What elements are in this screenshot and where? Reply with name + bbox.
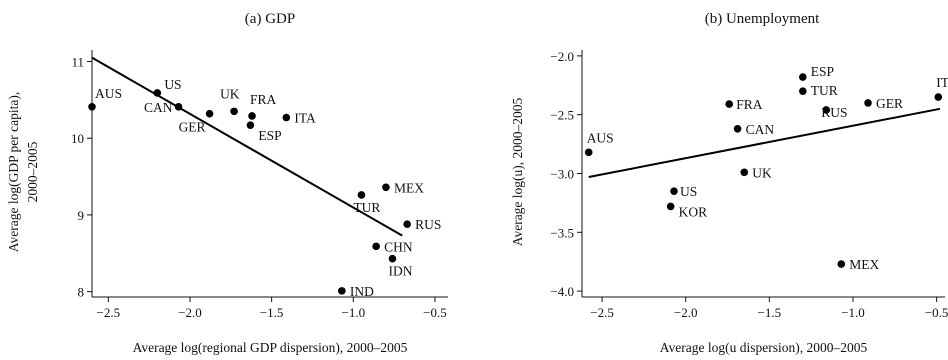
point-label-rus: RUS — [821, 105, 847, 120]
data-point-fra — [725, 100, 734, 108]
point-label-chn: CHN — [384, 239, 413, 254]
data-point-mex — [382, 183, 390, 192]
data-point-us — [670, 187, 678, 195]
y-tick-label: −2.0 — [550, 49, 574, 64]
point-label-tur: TUR — [811, 83, 838, 98]
point-label-us: US — [680, 184, 697, 199]
data-point-esp — [246, 121, 255, 129]
data-point-tur — [357, 191, 366, 199]
y-tick-label: 8 — [78, 285, 85, 300]
x-tick-label: −2.5 — [97, 305, 121, 320]
point-label-idn: IDN — [388, 264, 412, 279]
panel-gdp: (a) GDP −2.5 −2.0 −1.5 −1.0 −0.5 8 9 10 11 Average… — [6, 11, 448, 355]
point-label-ger: GER — [179, 120, 206, 135]
y-tick-label: 11 — [71, 55, 84, 70]
data-point-rus — [822, 106, 831, 114]
point-label-fra: FRA — [250, 92, 277, 107]
point-label-can: CAN — [144, 100, 173, 115]
point-label-mex: MEX — [394, 180, 424, 195]
x-tick-label: −1.0 — [341, 305, 365, 320]
data-point-ind — [338, 287, 346, 295]
data-point-uk — [740, 168, 749, 177]
chart-title: (b) Unemployment — [705, 11, 820, 27]
data-point-mex — [837, 260, 846, 268]
x-tick-label: −2.5 — [590, 305, 614, 320]
data-point-ger — [864, 99, 872, 107]
data-point-ita — [282, 113, 291, 122]
point-label-mex: MEX — [849, 257, 879, 272]
point-label-esp: ESP — [258, 128, 281, 143]
y-tick-label: 9 — [78, 208, 85, 223]
point-label-ind: IND — [350, 284, 374, 299]
data-point-ita — [934, 93, 943, 101]
point-label-can: CAN — [746, 122, 775, 137]
data-point-esp — [799, 73, 807, 81]
x-axis-label: Average log(regional GDP dispersion), 20… — [133, 340, 408, 355]
point-label-kor: KOR — [679, 204, 708, 219]
point-label-ger: GER — [876, 96, 903, 111]
point-label-aus: AUS — [587, 130, 614, 145]
y-axis-label: Average log(GDP per capita), — [6, 92, 21, 252]
y-tick-label: −3.0 — [550, 167, 574, 182]
chart-title: (a) GDP — [245, 11, 295, 27]
point-label-tur: TUR — [353, 200, 380, 215]
y-axis-label: Average log(u), 2000–2005 — [510, 97, 525, 246]
point-label-aus: AUS — [95, 86, 122, 101]
x-tick-label: −0.5 — [423, 305, 447, 320]
point-label-rus: RUS — [415, 217, 441, 232]
data-point-chn — [372, 242, 380, 251]
point-label-uk: UK — [220, 86, 240, 101]
data-point-can — [733, 125, 742, 133]
x-tick-label: −1.5 — [260, 305, 284, 320]
regression-line — [91, 56, 403, 237]
point-label-uk: UK — [752, 165, 772, 180]
y-tick-label: −4.0 — [550, 284, 574, 299]
point-label-ita: ITA — [294, 111, 316, 126]
data-point-can — [174, 102, 183, 111]
point-label-us: US — [164, 77, 181, 92]
data-point-fra — [248, 112, 256, 120]
data-point-ger — [205, 109, 214, 118]
x-axis-label: Average log(u dispersion), 2000–2005 — [660, 340, 868, 355]
data-point-idn — [388, 254, 397, 263]
panel-unemployment: (b) Unemployment −2.5 −2.0 −1.5 −1.0 −0.5 −2.0… — [510, 11, 948, 355]
data-point-kor — [666, 202, 675, 211]
data-point-us — [153, 89, 162, 97]
x-tick-label: −2.0 — [674, 305, 698, 320]
regression-line — [588, 107, 941, 179]
data-point-aus — [88, 102, 96, 111]
x-tick-label: −1.5 — [758, 305, 782, 320]
y-tick-label: −2.5 — [550, 108, 574, 123]
y-tick-label: −3.5 — [550, 225, 574, 240]
point-label-ita: ITA — [936, 75, 948, 90]
point-label-fra: FRA — [736, 97, 763, 112]
data-point-uk — [230, 107, 238, 116]
y-tick-label: 10 — [71, 131, 84, 146]
data-point-tur — [799, 87, 807, 95]
data-point-rus — [403, 220, 411, 228]
x-tick-label: −1.0 — [841, 305, 865, 320]
x-tick-label: −2.0 — [178, 305, 202, 320]
point-label-esp: ESP — [811, 64, 834, 79]
x-tick-label: −0.5 — [925, 305, 948, 320]
y-axis-label: 2000–2005 — [25, 141, 40, 202]
data-point-aus — [584, 148, 593, 157]
